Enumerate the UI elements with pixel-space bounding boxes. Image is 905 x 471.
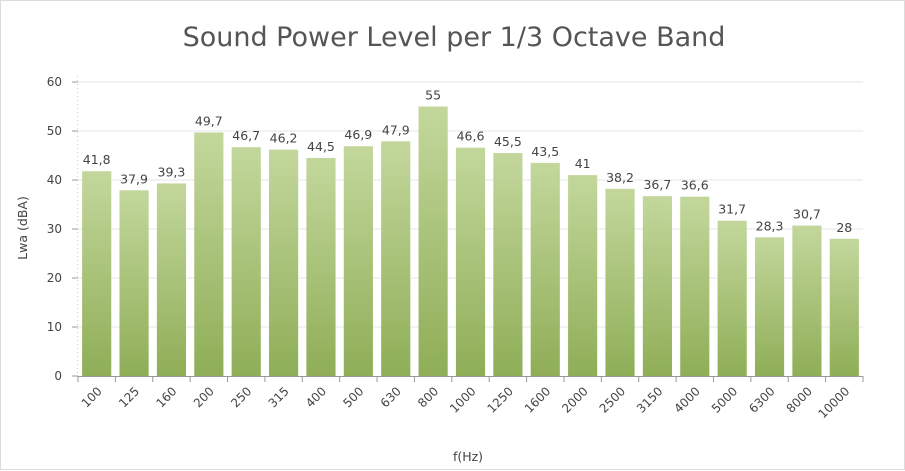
bar (119, 190, 149, 376)
x-tick-label: 630 (378, 384, 404, 410)
data-label: 46,9 (344, 127, 372, 142)
y-tick-label: 0 (54, 369, 62, 383)
bar (269, 149, 299, 376)
bar (680, 196, 710, 376)
x-tick-label: 100 (79, 384, 105, 410)
bar (306, 157, 336, 376)
y-tick-label: 10 (47, 320, 62, 334)
bar (156, 183, 187, 376)
data-label: 41 (575, 156, 591, 171)
data-label: 46,6 (457, 129, 485, 144)
y-tick-label: 50 (47, 124, 62, 138)
x-tick-label: 3150 (634, 384, 665, 415)
x-tick-label: 400 (303, 384, 329, 410)
y-tick-label: 20 (47, 271, 62, 285)
x-tick-label: 800 (415, 384, 441, 410)
data-label: 36,7 (643, 177, 671, 192)
bar (418, 106, 448, 376)
y-tick-label: 40 (47, 173, 62, 187)
x-tick-label: 2000 (559, 384, 590, 415)
x-tick-label: 1250 (485, 384, 516, 415)
data-label: 39,3 (158, 164, 186, 179)
bar (493, 153, 523, 376)
bar (455, 147, 486, 376)
x-tick-label: 8000 (784, 384, 815, 415)
bar (343, 146, 373, 376)
data-label: 47,9 (382, 122, 410, 137)
bar (568, 175, 598, 376)
x-tick-label: 5000 (709, 384, 740, 415)
data-label: 45,5 (494, 134, 522, 149)
bar (754, 237, 785, 376)
x-axis-label: f(Hz) (453, 449, 483, 464)
bars (82, 106, 859, 376)
y-tick-label: 60 (47, 75, 62, 89)
x-tick-label: 200 (191, 384, 217, 410)
x-tick-label: 250 (228, 384, 254, 410)
x-tick-label: 1000 (447, 384, 478, 415)
x-tick-label: 160 (153, 384, 179, 410)
x-tick-label: 1600 (522, 384, 553, 415)
x-tick-label: 4000 (671, 384, 702, 415)
bar (829, 238, 859, 376)
data-label: 41,8 (83, 152, 111, 167)
data-label: 30,7 (793, 207, 821, 222)
axes (77, 76, 863, 377)
x-tick-labels: 100 125 160 200 250 315 400 500 630 800 1000 1250 16… (77, 376, 864, 421)
x-tick-label: 6300 (746, 384, 777, 415)
data-label: 49,7 (195, 113, 223, 128)
x-tick-label: 125 (116, 384, 142, 410)
bar (381, 141, 411, 376)
y-tick-label: 30 (47, 222, 62, 236)
bar (530, 162, 560, 376)
data-label: 31,7 (718, 202, 746, 217)
x-tick-label: 10000 (816, 384, 853, 421)
data-label: 38,2 (606, 170, 634, 185)
data-label: 43,5 (531, 144, 559, 159)
data-label: 44,5 (307, 139, 335, 154)
x-tick-label: 500 (340, 384, 366, 410)
bar (231, 147, 261, 376)
data-label: 46,2 (270, 131, 298, 146)
x-tick-label: 315 (266, 384, 292, 410)
data-label: 46,7 (232, 128, 260, 143)
data-label: 36,6 (681, 178, 709, 193)
bar (717, 220, 747, 376)
chart-title: Sound Power Level per 1/3 Octave Band (183, 22, 726, 53)
bar (642, 196, 672, 376)
data-label: 28,3 (756, 218, 784, 233)
data-label: 37,9 (120, 171, 148, 186)
bar (792, 225, 822, 376)
bar (605, 188, 635, 376)
x-tick-label: 2500 (597, 384, 628, 415)
bar (194, 132, 224, 376)
data-label: 28 (836, 220, 852, 235)
data-label: 55 (425, 88, 441, 103)
y-axis-label: Lwa (dBA) (15, 196, 30, 260)
data-labels: 41,8 37,9 39,3 49,7 46,7 46,2 44,5 46,9 47,9 55 46… (83, 88, 853, 235)
y-tick-labels: 0 10 20 30 40 50 60 (47, 75, 78, 383)
bar (82, 171, 112, 376)
